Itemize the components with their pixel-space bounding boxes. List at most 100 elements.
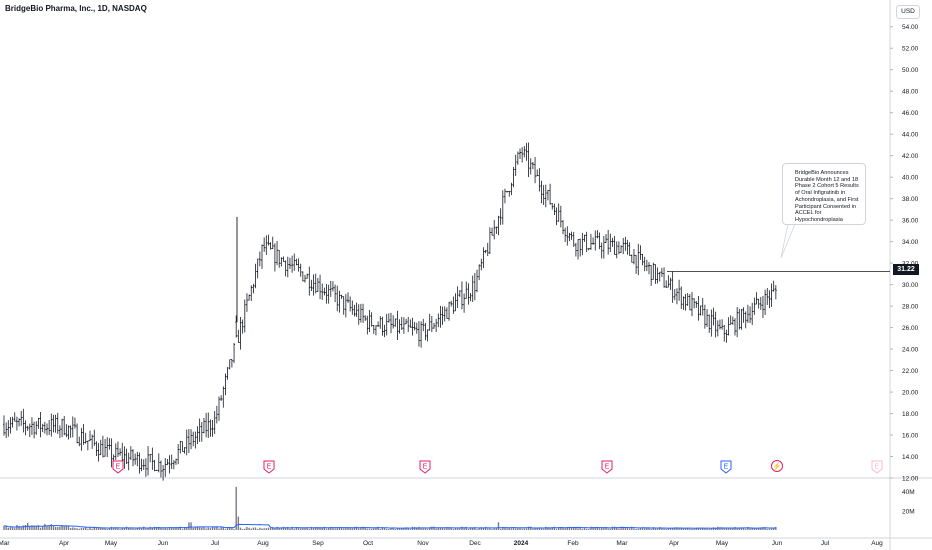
time-label: Oct [363, 540, 373, 547]
ohlc-bar [394, 318, 397, 327]
volume-bar [151, 527, 154, 530]
volume-bar [104, 527, 106, 530]
ohlc-bar [226, 366, 229, 380]
ohlc-bar [622, 237, 625, 255]
ohlc-bar [669, 277, 672, 291]
price-tick-label: 20.00 [902, 390, 919, 397]
volume-bar [89, 527, 91, 530]
ohlc-bar [643, 256, 646, 272]
volume-bar [291, 526, 293, 530]
ohlc-bar [144, 458, 147, 477]
ohlc-bar [665, 280, 668, 288]
ohlc-bar [579, 238, 582, 257]
earnings-flag-icon[interactable]: E [601, 460, 613, 474]
ohlc-bar [540, 180, 543, 204]
ohlc-bar [738, 308, 741, 330]
ohlc-bar [635, 255, 638, 274]
news-callout[interactable]: BridgeBio Announces Durable Month 12 and… [782, 163, 866, 225]
volume-bar [504, 527, 506, 530]
ohlc-bar [607, 229, 610, 255]
volume-bar [201, 527, 203, 530]
volume-bar [334, 528, 336, 530]
volume-bar [482, 527, 485, 530]
earnings-flag-icon[interactable]: E [112, 460, 124, 474]
ohlc-bar [761, 295, 764, 319]
ohlc-bar [602, 236, 605, 259]
volume-bar [119, 528, 121, 530]
volume-bar [646, 527, 648, 530]
volume-bar [360, 527, 362, 530]
time-label: Mar [0, 540, 10, 547]
ohlc-bar [125, 448, 128, 465]
volume-bar [659, 527, 661, 530]
volume-bar [257, 529, 259, 530]
ohlc-bar [525, 142, 528, 161]
volume-bar [508, 527, 510, 530]
ohlc-bar [11, 416, 14, 428]
ohlc-bar [729, 315, 732, 325]
volume-bar [521, 528, 523, 530]
volume-bar [310, 526, 313, 530]
earnings-flag-icon[interactable]: E [720, 460, 732, 474]
event-label: E [724, 464, 729, 471]
volume-bar [248, 527, 250, 530]
ohlc-bar [3, 415, 5, 436]
volume-bar [764, 527, 766, 530]
volume-bar [35, 526, 37, 530]
earnings-flag-icon[interactable]: E [419, 460, 431, 474]
volume-bar [138, 527, 141, 530]
volume-bar [338, 527, 341, 530]
volume-bar [379, 528, 381, 530]
volume-bar [59, 526, 61, 530]
volume-bar [431, 526, 433, 530]
currency-button[interactable]: USD [896, 5, 920, 19]
ohlc-bar [110, 438, 113, 468]
ohlc-bar [69, 425, 72, 438]
volume-bar [534, 527, 536, 530]
volume-bar [205, 528, 207, 530]
ohlc-bar [82, 424, 85, 445]
ohlc-bar [114, 443, 117, 461]
ohlc-bar [746, 304, 749, 323]
volume-bar [444, 528, 446, 530]
ohlc-bar [76, 423, 79, 444]
ohlc-bar [153, 459, 156, 472]
earnings-flag-icon[interactable]: E [263, 460, 275, 474]
volume-bar [648, 527, 650, 530]
volume-bar [65, 525, 68, 530]
ohlc-bar [420, 321, 423, 348]
ohlc-bar [430, 315, 433, 333]
ohlc-bar [172, 460, 175, 470]
price-tick-label: 36.00 [902, 218, 919, 225]
ohlc-bar [104, 438, 107, 457]
ohlc-bar [495, 226, 498, 234]
volume-bar [525, 528, 528, 530]
volume-bar [723, 528, 725, 530]
ohlc-bar [527, 142, 530, 178]
ohlc-bar [248, 294, 251, 301]
volume-bar [747, 527, 749, 530]
ohlc-bar [325, 283, 328, 304]
ohlc-bar [458, 290, 461, 297]
event-label: E [423, 464, 428, 471]
volume-bar [218, 528, 220, 530]
ohlc-bar [589, 234, 592, 250]
earnings-flag-icon[interactable]: E [871, 460, 883, 474]
volume-bar [272, 527, 274, 530]
volume-bar [386, 528, 388, 530]
ohlc-bar [471, 275, 474, 302]
volume-bar [515, 528, 517, 530]
volume-bar [353, 526, 356, 530]
volume-bar [398, 528, 401, 530]
news-flag-icon[interactable]: ⚡ [771, 460, 783, 472]
ohlc-bar [673, 288, 676, 301]
volume-bar [755, 528, 758, 530]
volume-bar [128, 527, 130, 530]
volume-bar [424, 528, 427, 530]
volume-bar [155, 527, 158, 530]
ohlc-bar [250, 285, 253, 302]
ohlc-bar [116, 441, 119, 457]
volume-bar [601, 527, 603, 530]
volume-bar [332, 527, 334, 530]
